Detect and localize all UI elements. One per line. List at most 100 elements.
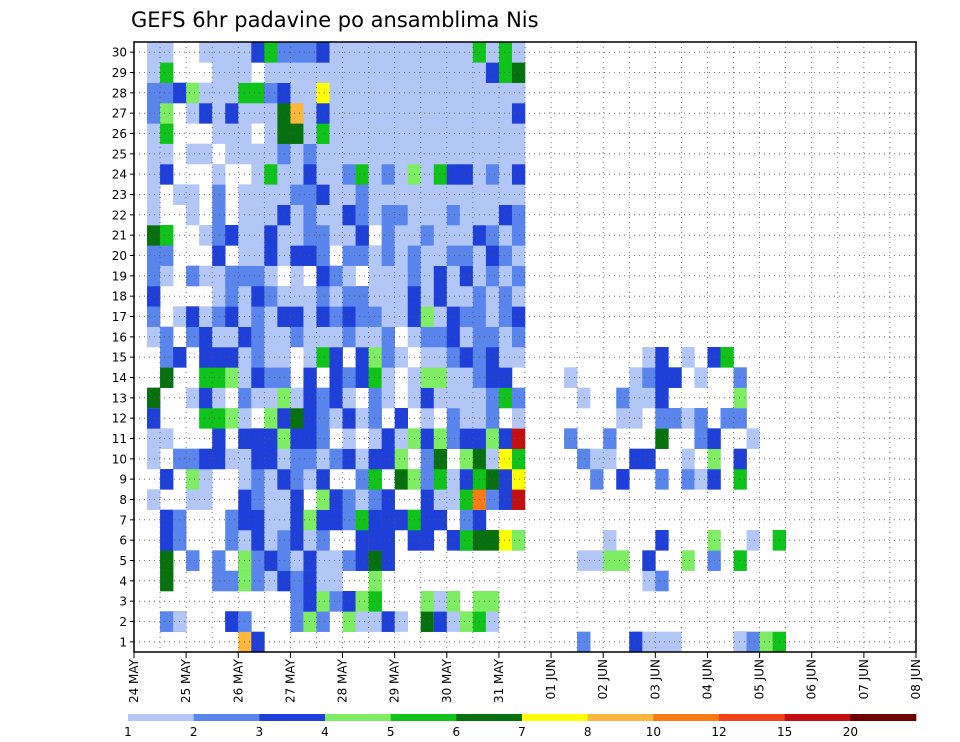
heatmap-cell (420, 62, 435, 83)
heatmap-cell (212, 306, 226, 327)
heatmap-cell (420, 509, 435, 531)
heatmap-cell (459, 408, 474, 429)
heatmap-cell (251, 631, 265, 653)
heatmap-cell (498, 82, 513, 104)
heatmap-cell (303, 204, 317, 226)
heatmap-cell (212, 62, 226, 83)
heatmap-cell (225, 123, 239, 144)
heatmap-cell (433, 286, 448, 307)
heatmap-cell (720, 408, 734, 429)
heatmap-cell (264, 347, 278, 368)
y-tick-label: 4 (119, 574, 127, 588)
heatmap-cell (303, 326, 317, 348)
heatmap-cell (459, 428, 474, 449)
heatmap-cell (160, 570, 174, 592)
heatmap-cell (433, 347, 448, 368)
heatmap-cell (433, 204, 448, 226)
heatmap-cell (316, 306, 330, 327)
heatmap-cell (212, 42, 226, 63)
heatmap-cell (420, 611, 435, 632)
heatmap-cell (733, 469, 747, 490)
x-tick-label: 30 MAY (440, 658, 454, 703)
heatmap-cell (212, 428, 226, 449)
heatmap-cell (459, 347, 474, 368)
heatmap-cell (160, 347, 174, 368)
heatmap-cell (329, 367, 343, 388)
heatmap-cell (368, 82, 382, 104)
heatmap-cell (459, 469, 474, 490)
heatmap-cell (186, 143, 200, 165)
heatmap-cell (511, 62, 526, 83)
y-tick-label: 22 (112, 208, 127, 222)
heatmap-cell (498, 123, 513, 144)
heatmap-cell (420, 469, 435, 490)
heatmap-cell (420, 103, 435, 124)
heatmap-cell (251, 326, 265, 348)
colorbar-label: 4 (321, 725, 329, 739)
heatmap-cell (733, 448, 747, 470)
heatmap-cell (459, 265, 474, 287)
heatmap-cell (290, 469, 304, 490)
heatmap-cell (355, 225, 369, 246)
heatmap-cell (446, 184, 461, 205)
heatmap-cell (212, 550, 226, 571)
heatmap-cell (446, 82, 461, 104)
heatmap-cell (251, 306, 265, 327)
heatmap-cell (147, 225, 161, 246)
heatmap-cell (642, 570, 656, 592)
colorbar-swatch (193, 714, 260, 721)
heatmap-cell (264, 448, 278, 470)
colorbar-label: 15 (777, 725, 792, 739)
heatmap-cell (420, 387, 435, 409)
heatmap-cell (290, 550, 304, 571)
heatmap-cell (199, 367, 213, 388)
heatmap-cell (381, 550, 395, 571)
heatmap-cell (381, 509, 395, 531)
heatmap-cell (329, 123, 343, 144)
heatmap-cell (433, 509, 448, 531)
heatmap-cell (303, 42, 317, 63)
heatmap-cell (498, 448, 513, 470)
heatmap-cell (290, 225, 304, 246)
heatmap-cell (485, 265, 500, 287)
heatmap-cell (485, 489, 500, 510)
heatmap-cell (511, 225, 526, 246)
heatmap-cell (303, 225, 317, 246)
heatmap-cell (511, 286, 526, 307)
heatmap-cell (355, 509, 369, 531)
heatmap-cell (225, 530, 239, 551)
heatmap-cell (355, 286, 369, 307)
colorbar-swatch (522, 714, 588, 721)
y-tick-label: 28 (112, 86, 127, 100)
heatmap-cell (420, 286, 435, 307)
heatmap-cell (733, 408, 747, 429)
heatmap-cell (316, 103, 330, 124)
heatmap-cell (264, 82, 278, 104)
heatmap-cell (251, 42, 265, 63)
heatmap-cell (160, 143, 174, 165)
heatmap-cell (147, 245, 161, 266)
heatmap-cell (381, 367, 395, 388)
heatmap-cell (394, 225, 408, 246)
heatmap-cell (498, 367, 513, 388)
heatmap-cell (264, 387, 278, 409)
heatmap-cell (394, 245, 408, 266)
heatmap-cell (329, 347, 343, 368)
heatmap-cell (498, 225, 513, 246)
heatmap-cell (251, 347, 265, 368)
heatmap-cell (368, 530, 382, 551)
heatmap-cell (147, 448, 161, 470)
heatmap-cell (459, 164, 474, 185)
heatmap-cell (498, 204, 513, 226)
heatmap-cell (433, 387, 448, 409)
heatmap-cell (264, 306, 278, 327)
heatmap-cell (629, 387, 643, 409)
heatmap-cell (511, 469, 526, 490)
heatmap-cell (368, 306, 382, 327)
y-tick-label: 5 (119, 554, 127, 568)
heatmap-cell (329, 448, 343, 470)
heatmap-cell (186, 265, 200, 287)
colorbar-swatch (784, 714, 851, 721)
heatmap-cell (303, 306, 317, 327)
heatmap-cell (498, 42, 513, 63)
